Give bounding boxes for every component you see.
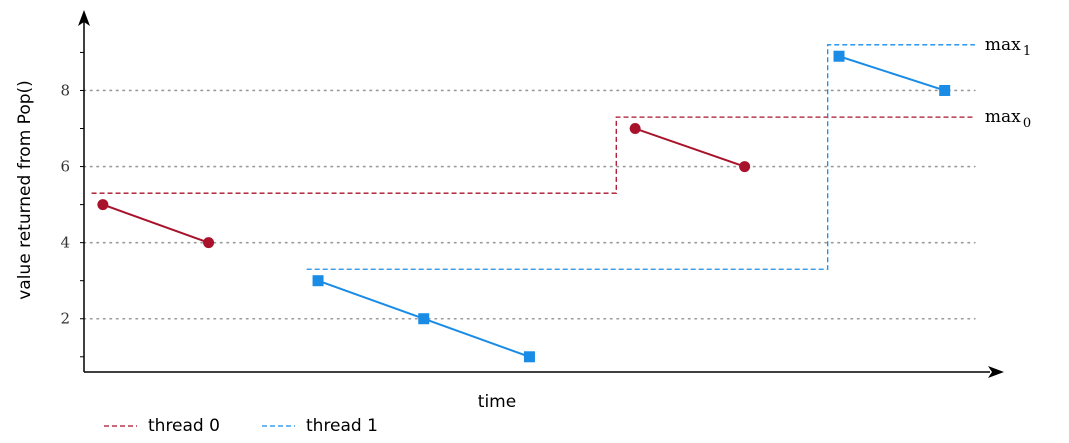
y-axis-arrow bbox=[78, 10, 90, 26]
running-max-line bbox=[91, 116, 975, 194]
data-point bbox=[418, 313, 430, 325]
data-point bbox=[523, 351, 535, 363]
data-point bbox=[739, 161, 751, 173]
max-annotation-subscript: 0 bbox=[1023, 116, 1031, 131]
data-point bbox=[312, 275, 324, 287]
series bbox=[91, 44, 975, 363]
y-tick-label: 8 bbox=[60, 81, 70, 99]
data-point bbox=[629, 123, 641, 135]
y-tick-label: 2 bbox=[60, 310, 70, 328]
series-line bbox=[838, 55, 946, 92]
y-tick-label: 6 bbox=[60, 158, 70, 176]
series-line bbox=[634, 127, 745, 168]
data-point bbox=[97, 199, 109, 211]
legend: thread 0 thread 1 bbox=[104, 416, 378, 436]
gridlines bbox=[83, 89, 976, 320]
max-annotation: max bbox=[985, 35, 1021, 55]
y-ticks: 2 4 6 8 bbox=[60, 51, 84, 358]
series-line bbox=[102, 203, 209, 244]
y-tick-label: 4 bbox=[60, 234, 70, 252]
max-annotation-subscript: 1 bbox=[1023, 44, 1031, 59]
running-max-line bbox=[306, 44, 975, 270]
y-axis-label: value returned from Pop() bbox=[15, 80, 35, 300]
legend-label: thread 1 bbox=[306, 416, 378, 436]
x-axis-label: time bbox=[478, 392, 516, 412]
data-point bbox=[203, 237, 215, 249]
axes bbox=[78, 10, 1004, 378]
data-point bbox=[833, 50, 845, 62]
max-annotation: max bbox=[985, 107, 1021, 127]
x-axis-arrow bbox=[988, 366, 1004, 378]
data-point bbox=[939, 84, 951, 96]
legend-label: thread 0 bbox=[148, 416, 220, 436]
